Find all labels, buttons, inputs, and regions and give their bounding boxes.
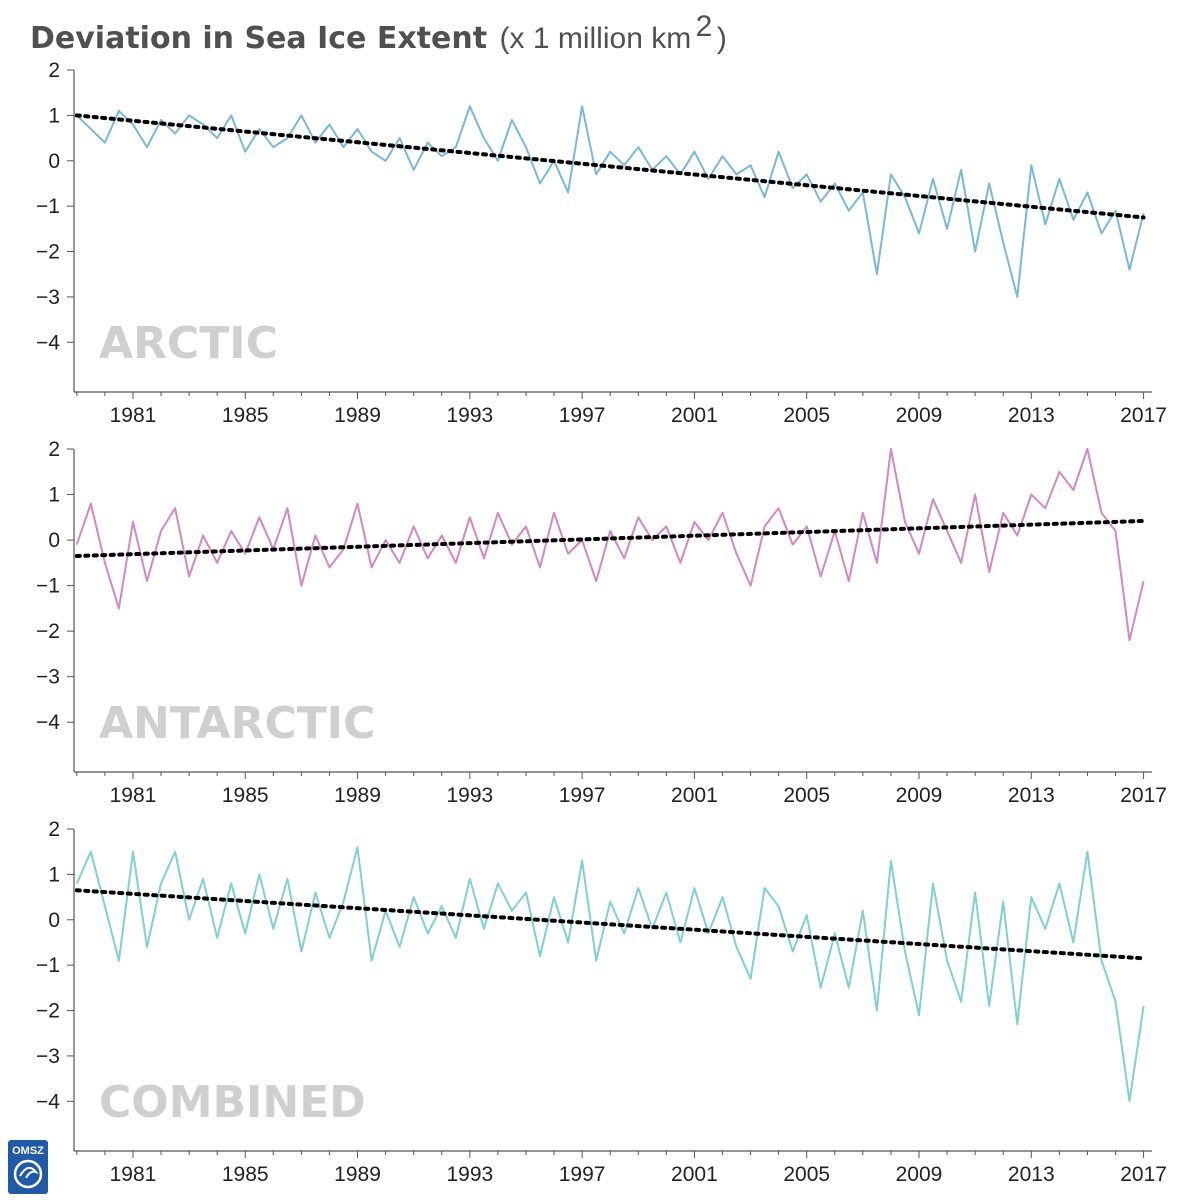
y-tick-label: 0 [48,150,60,173]
x-tick-label: 2005 [783,404,830,427]
y-tick-label: −2 [36,241,60,264]
panel-arctic: 2 1 0 −1 −2 −3 −4 1981 1985 1989 1993 1997 2001 2005 2… [36,59,1167,427]
x-tick-label: 2005 [783,784,830,807]
y-tick-label: 2 [48,59,60,82]
chart-title-unit-suffix: ) [717,22,727,55]
omsz-logo-swirl-icon [19,1166,39,1179]
y-tick-label: −3 [36,1045,60,1068]
omsz-logo-emblem-icon [13,1159,43,1189]
x-tick-label: 2009 [896,784,943,807]
chart-title-unit-sup: 2 [696,10,713,43]
y-tick-label: 1 [48,863,60,886]
x-tick-label: 2017 [1120,1163,1167,1186]
y-tick-label: −3 [36,286,60,309]
y-tick-label: −2 [36,620,60,643]
panel-combined: 2 1 0 −1 −2 −3 −4 1981 1985 1989 1993 1997 2001 2005 2… [36,818,1167,1186]
x-tick-label: 2013 [1008,784,1055,807]
x-tick-label: 1993 [446,404,493,427]
panel-label: ARCTIC [99,318,278,369]
chart-title-unit: (x 1 million km [500,22,692,55]
x-tick-label: 1981 [110,1163,157,1186]
x-tick-label: 1985 [222,784,269,807]
x-tick-label: 1993 [446,1163,493,1186]
omsz-logo-text: OMSZ [12,1145,44,1157]
chart-title-main: Deviation in Sea Ice Extent [30,21,487,56]
x-tick-label: 2001 [671,1163,718,1186]
x-tick-label: 2009 [896,1163,943,1186]
x-tick-label: 2001 [671,404,718,427]
x-tick-label: 1993 [446,784,493,807]
x-tick-label: 2013 [1008,1163,1055,1186]
x-tick-label: 1985 [222,1163,269,1186]
series-line-arctic [76,105,1145,298]
x-tick-label: 1997 [559,404,606,427]
panel-label: COMBINED [99,1077,366,1128]
x-tick-label: 1989 [334,1163,381,1186]
x-tick-label: 1997 [559,784,606,807]
x-tick-label: 1989 [334,784,381,807]
y-tick-label: −4 [36,711,60,734]
trend-line-antarctic [74,518,1146,559]
series-line-antarctic [75,448,1145,642]
x-tick-label: 1981 [110,784,157,807]
chart-title: Deviation in Sea Ice Extent (x 1 million… [30,10,727,56]
panel-antarctic: 2 1 0 −1 −2 −3 −4 1981 1985 1989 1993 1997 2001 2005 2… [36,438,1167,807]
x-tick-label: 2009 [896,404,943,427]
y-tick-label: 2 [48,818,60,841]
x-tick-label: 2017 [1120,784,1167,807]
y-tick-label: −1 [36,575,60,598]
x-tick-label: 1989 [334,404,381,427]
x-tick-label: 1981 [110,404,157,427]
y-tick-label: −3 [36,666,60,689]
y-tick-label: 0 [48,529,60,552]
y-tick-label: −1 [36,195,60,218]
x-tick-label: 1997 [559,1163,606,1186]
y-tick-label: −4 [36,331,60,354]
trend-line-combined [74,888,1146,961]
y-tick-label: 0 [48,909,60,932]
y-tick-label: −1 [36,954,60,977]
panel-label: ANTARCTIC [99,698,375,749]
x-tick-label: 2017 [1120,404,1167,427]
y-tick-label: −4 [36,1090,60,1113]
y-tick-label: 1 [48,104,60,127]
series-line-combined [75,846,1145,1103]
y-tick-label: −2 [36,1000,60,1023]
x-tick-label: 1985 [222,404,269,427]
x-tick-label: 2013 [1008,404,1055,427]
x-tick-label: 2001 [671,784,718,807]
trend-line-arctic [74,113,1146,220]
x-tick-label: 2005 [783,1163,830,1186]
y-tick-label: 2 [48,438,60,461]
y-tick-label: 1 [48,484,60,507]
omsz-logo: OMSZ [8,1140,48,1194]
